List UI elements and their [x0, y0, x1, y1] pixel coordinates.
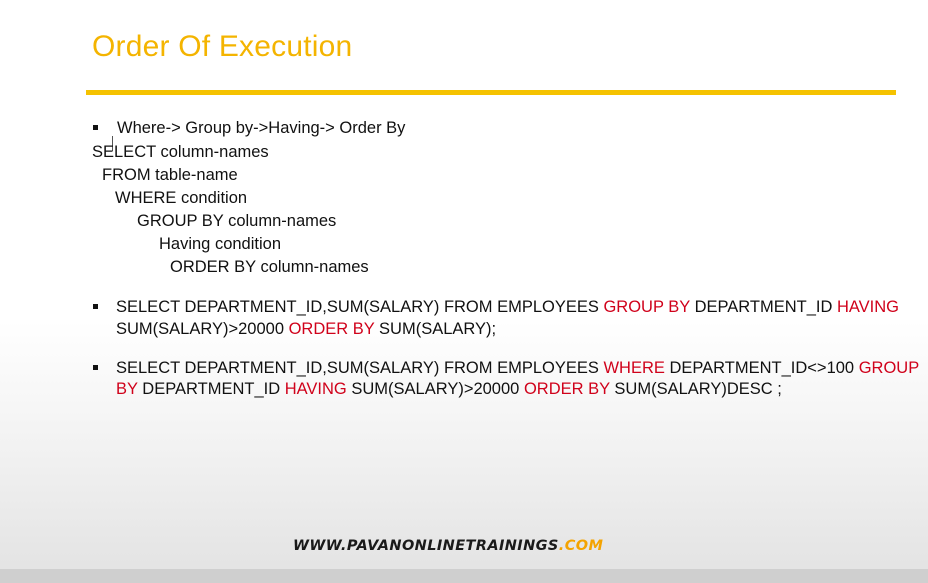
bottom-bar: [0, 569, 928, 583]
query1-keyword-order-by: ORDER BY: [288, 320, 375, 338]
footer-site: WWW.PAVANONLINETRAININGS: [293, 538, 559, 554]
syntax-from: FROM table-name: [102, 166, 238, 184]
query2-line2: BY DEPARTMENT_ID HAVING SUM(SALARY)>2000…: [116, 379, 782, 400]
query2-text: SUM(SALARY)DESC ;: [609, 380, 782, 398]
execution-order-text: Where-> Group by->Having-> Order By: [117, 119, 406, 137]
slide-title: Order Of Execution: [92, 30, 353, 63]
query1-keyword-group-by: GROUP BY: [603, 298, 690, 316]
query2-keyword-having: HAVING: [284, 380, 347, 398]
title-underline: [86, 90, 896, 95]
query2-text: DEPARTMENT_ID: [137, 380, 285, 398]
query1-line2: SUM(SALARY)>20000 ORDER BY SUM(SALARY);: [116, 319, 496, 340]
bullet-icon: [93, 125, 98, 130]
footer-tld: .COM: [558, 538, 604, 554]
query2-keyword-by: BY: [116, 380, 138, 398]
query1-text: DEPARTMENT_ID: [689, 298, 837, 316]
bullet-icon: [93, 365, 98, 370]
query2-keyword-order-by: ORDER BY: [523, 380, 610, 398]
syntax-having: Having condition: [159, 235, 281, 253]
query1-text: SUM(SALARY);: [374, 320, 497, 338]
syntax-select: SELECT column-names: [92, 143, 269, 161]
syntax-group-by: GROUP BY column-names: [137, 212, 337, 230]
query1-keyword-having: HAVING: [836, 298, 900, 316]
query1-text: SELECT DEPARTMENT_ID,SUM(SALARY) FROM EM…: [116, 298, 604, 316]
text-cursor-icon: [112, 136, 113, 151]
query2-keyword-where: WHERE: [603, 359, 665, 377]
query1-text: SUM(SALARY)>20000: [116, 320, 289, 338]
query2-text: SELECT DEPARTMENT_ID,SUM(SALARY) FROM EM…: [116, 359, 604, 377]
syntax-order-by: ORDER BY column-names: [170, 258, 369, 276]
bullet-icon: [93, 304, 98, 309]
query2-text: SUM(SALARY)>20000: [346, 380, 524, 398]
footer-website: WWW.PAVANONLINETRAININGS.COM: [293, 538, 603, 554]
query2-text: DEPARTMENT_ID<>100: [664, 359, 859, 377]
syntax-where: WHERE condition: [115, 189, 248, 207]
query2-keyword-group: GROUP: [858, 359, 920, 377]
query2-line1: SELECT DEPARTMENT_ID,SUM(SALARY) FROM EM…: [116, 358, 919, 379]
query1-line1: SELECT DEPARTMENT_ID,SUM(SALARY) FROM EM…: [116, 297, 899, 318]
